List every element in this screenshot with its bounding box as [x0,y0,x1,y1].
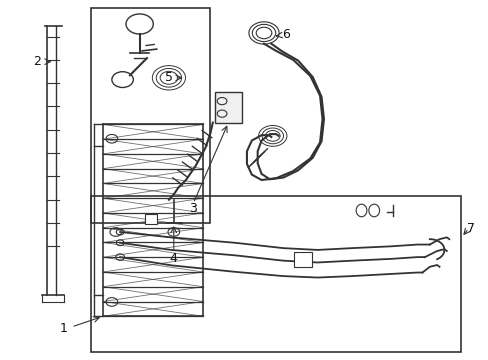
Bar [91,8,210,223]
Text: 1: 1 [60,322,68,335]
Bar [294,252,311,267]
Text: 3: 3 [189,202,197,215]
Text: 2: 2 [33,55,41,68]
Ellipse shape [368,204,379,217]
Bar [144,214,157,224]
Text: 5: 5 [164,71,173,84]
Bar [215,92,242,123]
Text: 7: 7 [466,222,474,235]
Ellipse shape [355,204,366,217]
Text: 6: 6 [282,28,289,41]
Text: 4: 4 [169,252,177,265]
Bar [91,196,461,352]
